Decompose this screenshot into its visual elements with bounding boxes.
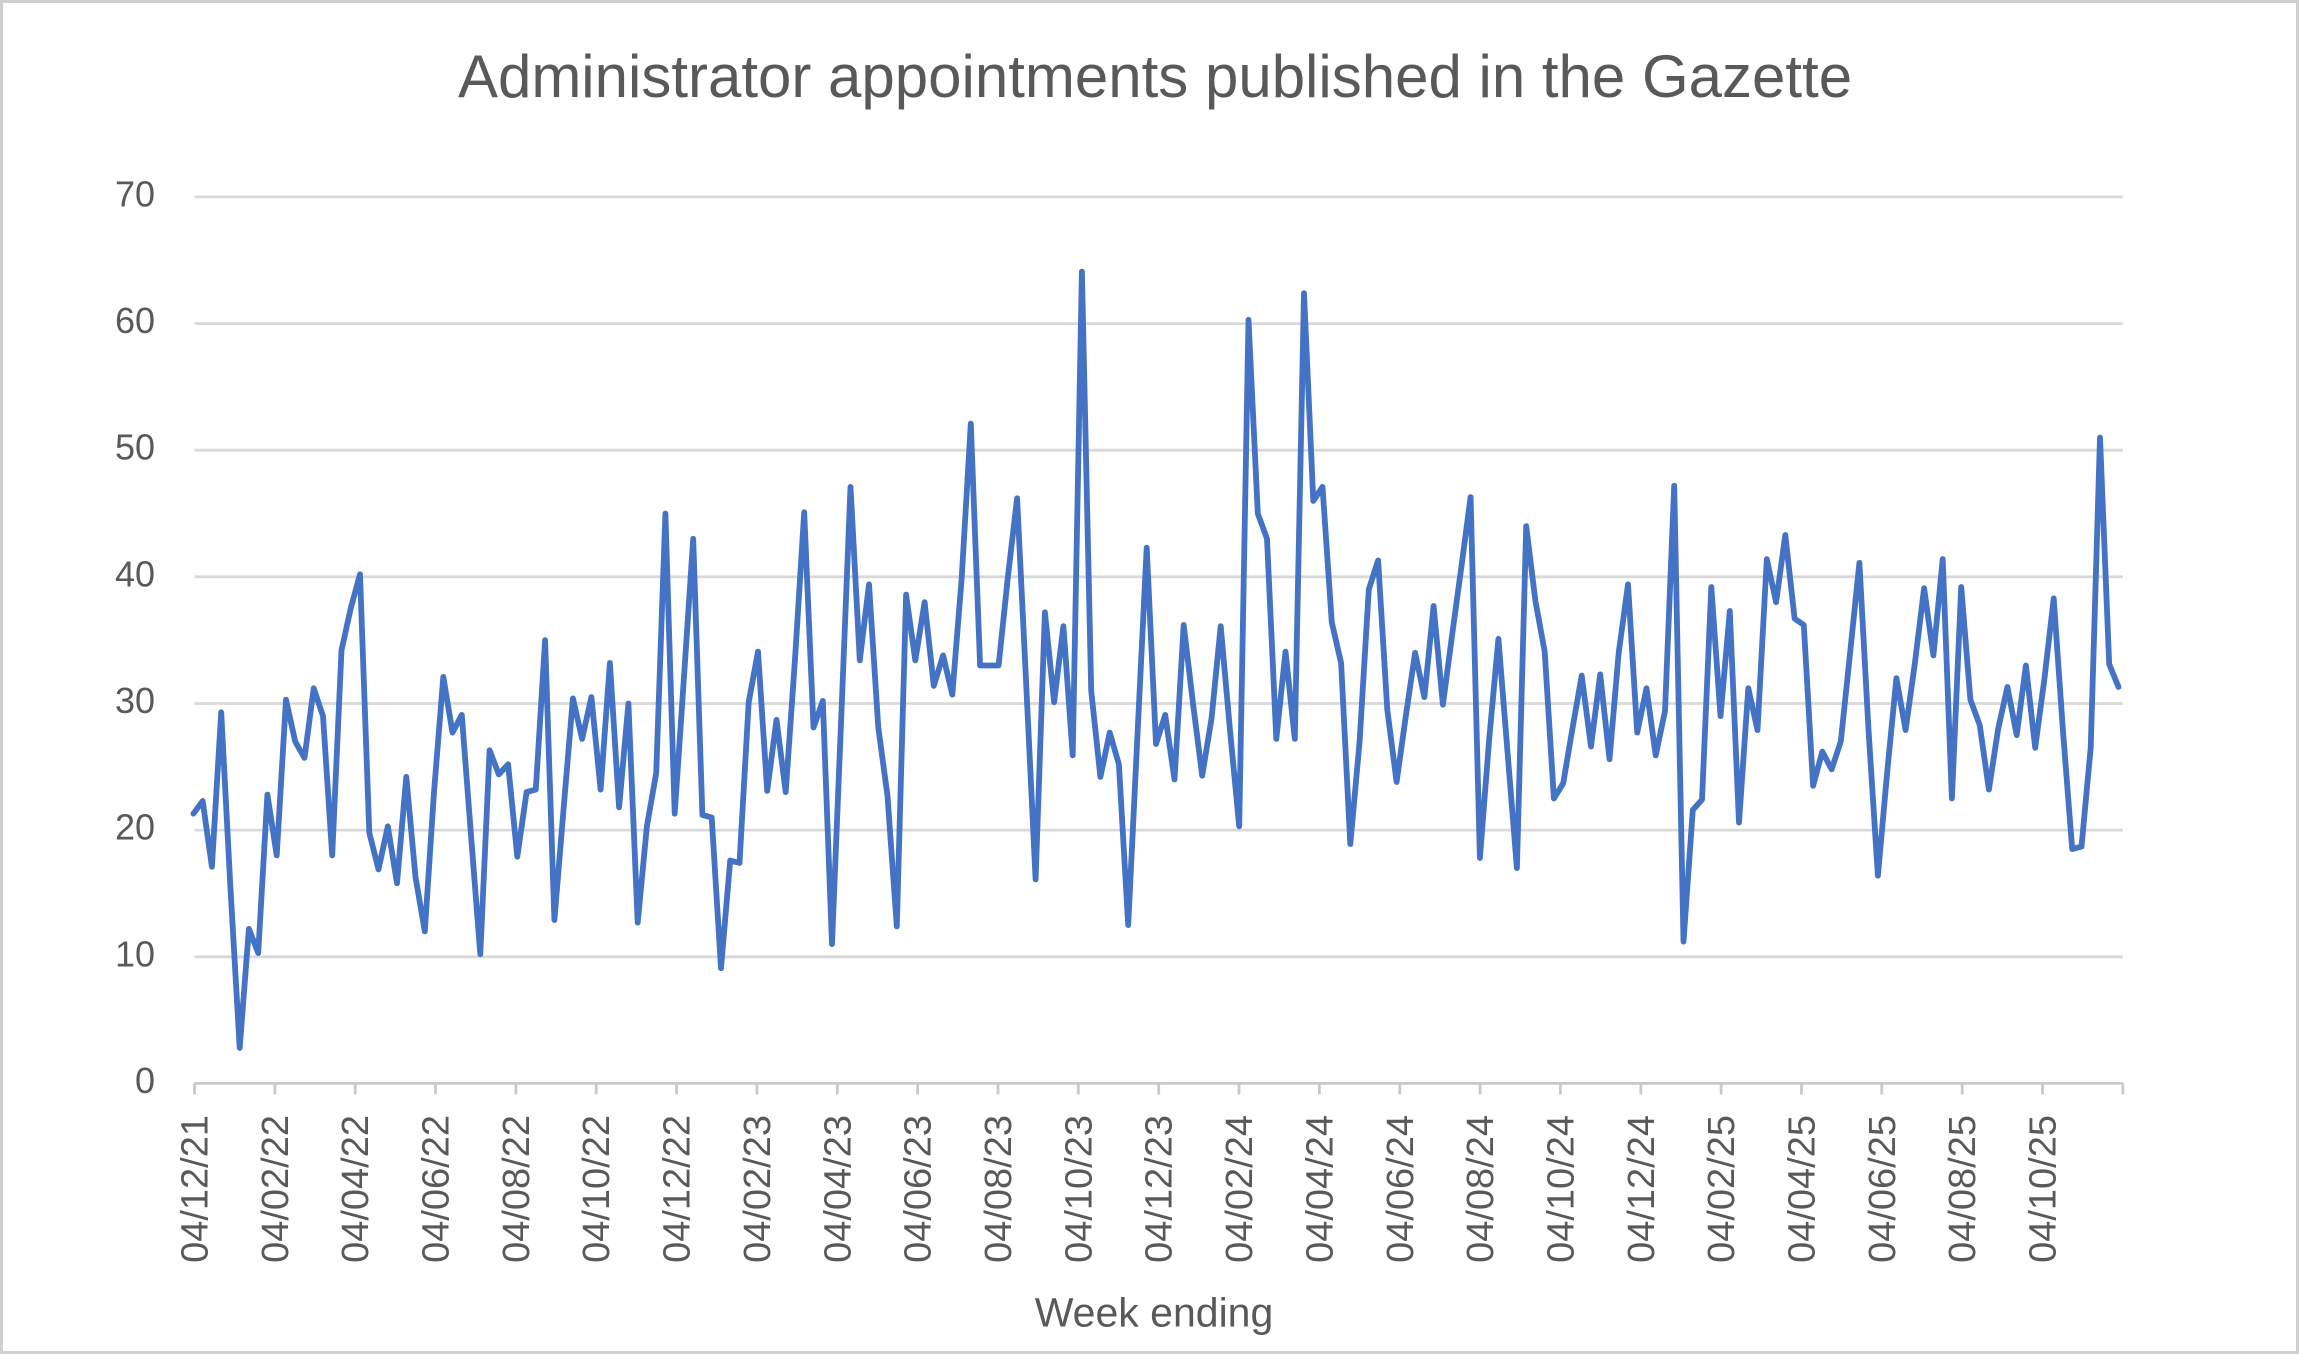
svg-text:04/06/24: 04/06/24: [1380, 1115, 1422, 1263]
svg-text:04/06/22: 04/06/22: [416, 1115, 458, 1263]
svg-text:04/08/23: 04/08/23: [978, 1115, 1020, 1263]
svg-text:10: 10: [115, 933, 155, 974]
svg-text:04/02/25: 04/02/25: [1701, 1115, 1743, 1263]
svg-text:Week ending: Week ending: [1035, 1290, 1274, 1336]
svg-text:60: 60: [115, 300, 155, 341]
svg-text:04/10/25: 04/10/25: [2023, 1115, 2065, 1263]
svg-text:04/12/21: 04/12/21: [175, 1115, 217, 1263]
svg-text:04/08/25: 04/08/25: [1942, 1115, 1984, 1263]
svg-text:04/12/22: 04/12/22: [657, 1115, 699, 1263]
svg-text:04/08/24: 04/08/24: [1460, 1115, 1502, 1263]
svg-text:04/12/24: 04/12/24: [1621, 1115, 1663, 1263]
svg-text:04/06/23: 04/06/23: [898, 1115, 940, 1263]
svg-text:0: 0: [135, 1060, 155, 1101]
svg-text:04/02/22: 04/02/22: [255, 1115, 297, 1263]
svg-text:04/12/23: 04/12/23: [1139, 1115, 1181, 1263]
svg-text:30: 30: [115, 680, 155, 721]
svg-text:04/02/23: 04/02/23: [737, 1115, 779, 1263]
svg-text:70: 70: [115, 173, 155, 214]
svg-text:04/02/24: 04/02/24: [1219, 1115, 1261, 1263]
svg-text:04/06/25: 04/06/25: [1862, 1115, 1904, 1263]
svg-text:20: 20: [115, 807, 155, 848]
svg-text:04/08/22: 04/08/22: [496, 1115, 538, 1263]
svg-text:04/10/23: 04/10/23: [1058, 1115, 1100, 1263]
svg-text:04/04/22: 04/04/22: [335, 1115, 377, 1263]
svg-text:04/04/24: 04/04/24: [1299, 1115, 1341, 1263]
svg-text:50: 50: [115, 427, 155, 468]
svg-text:40: 40: [115, 553, 155, 594]
svg-text:Administrator appointments pub: Administrator appointments published in …: [458, 43, 1852, 110]
svg-text:04/04/23: 04/04/23: [817, 1115, 859, 1263]
svg-text:04/04/25: 04/04/25: [1782, 1115, 1824, 1263]
svg-text:04/10/24: 04/10/24: [1540, 1115, 1582, 1263]
svg-text:04/10/22: 04/10/22: [576, 1115, 618, 1263]
